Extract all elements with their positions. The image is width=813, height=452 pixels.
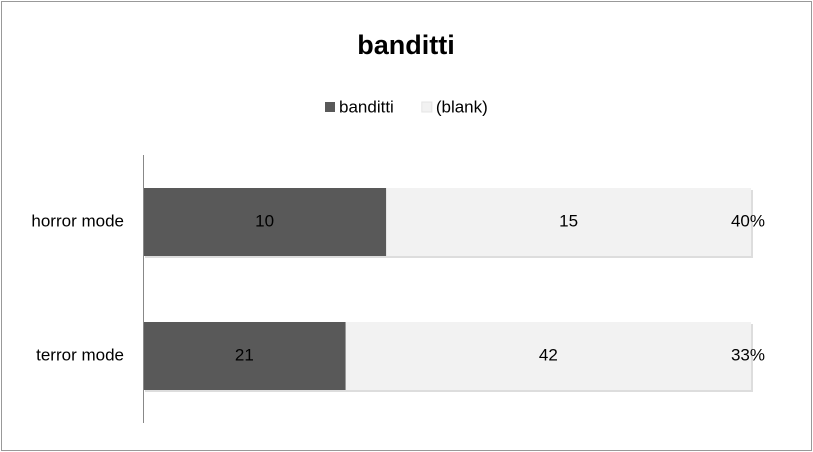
data-label: 21 bbox=[235, 345, 254, 364]
legend-swatch bbox=[325, 102, 335, 112]
percent-label: 33% bbox=[731, 345, 765, 364]
data-label: 10 bbox=[255, 211, 274, 230]
data-label: 15 bbox=[559, 211, 578, 230]
bar-segment bbox=[143, 188, 387, 256]
percent-label: 40% bbox=[731, 211, 765, 230]
bar-segment bbox=[143, 322, 346, 390]
legend-label: banditti bbox=[339, 97, 394, 116]
bar-segment bbox=[386, 188, 751, 256]
y-tick-label: horror mode bbox=[31, 211, 124, 230]
chart-title: banditti bbox=[357, 30, 454, 60]
legend-label: (blank) bbox=[436, 97, 488, 116]
bar-segment bbox=[345, 322, 751, 390]
y-tick-label: terror mode bbox=[36, 345, 124, 364]
legend-swatch bbox=[421, 101, 433, 113]
data-label: 42 bbox=[539, 345, 558, 364]
